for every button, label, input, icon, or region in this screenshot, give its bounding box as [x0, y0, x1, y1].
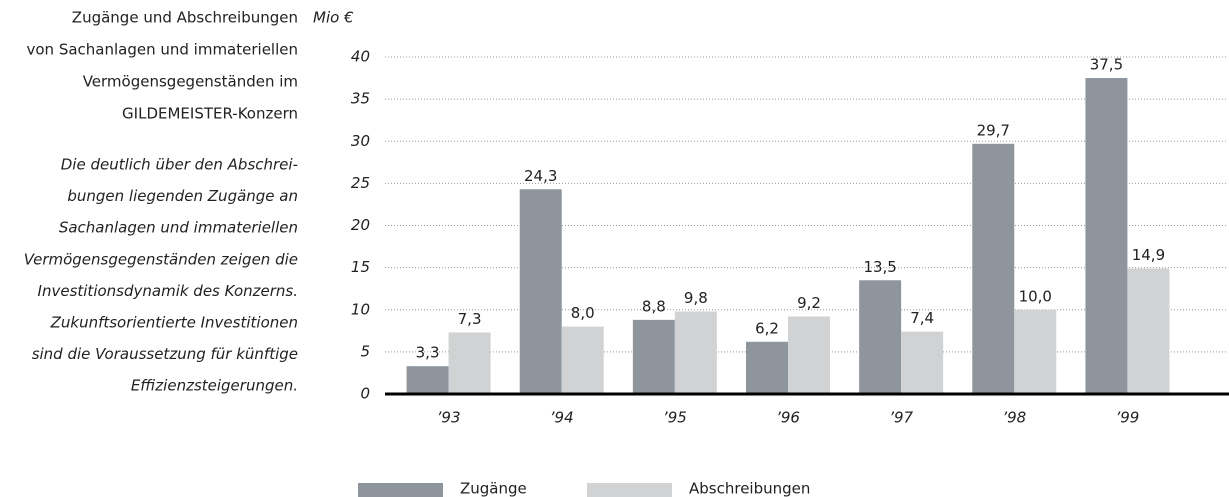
description-line: Effizienzsteigerungen. — [131, 377, 298, 395]
value-label: 9,8 — [684, 289, 708, 307]
y-tick-label: 35 — [351, 90, 370, 108]
value-label: 10,0 — [1019, 287, 1052, 305]
x-tick-label: ’99 — [1115, 409, 1139, 427]
description-line: sind die Voraussetzung für künftige — [32, 345, 298, 363]
x-tick-label: ’98 — [1002, 409, 1026, 427]
y-tick-label: 30 — [351, 132, 370, 150]
value-label: 6,2 — [755, 319, 779, 337]
title-line: Zugänge und Abschreibungen — [72, 9, 298, 27]
bar — [788, 316, 830, 394]
bar — [406, 366, 449, 394]
description-line: Die deutlich über den Abschrei- — [61, 156, 298, 174]
value-label: 8,0 — [571, 304, 595, 322]
value-label: 3,3 — [416, 344, 440, 362]
y-tick-label: 40 — [351, 48, 370, 66]
bar — [746, 341, 788, 394]
x-tick-label: ’96 — [776, 409, 800, 427]
bar — [519, 189, 562, 394]
y-tick-label: 0 — [360, 385, 370, 403]
title-line: von Sachanlagen und immateriellen — [26, 41, 298, 59]
bar — [1127, 268, 1170, 394]
value-label: 7,4 — [910, 309, 934, 327]
y-tick-label: 20 — [351, 216, 370, 234]
description-line: Investitionsdynamik des Konzerns. — [38, 282, 298, 300]
value-label: 24,3 — [524, 167, 557, 185]
bar — [1014, 309, 1057, 394]
y-tick-label: 25 — [351, 174, 370, 192]
bar — [448, 332, 491, 394]
bar — [972, 143, 1015, 394]
value-label: 8,8 — [642, 297, 666, 315]
x-tick-label: ’97 — [889, 409, 913, 427]
description-line: bungen liegenden Zugänge an — [67, 187, 298, 205]
legend-label: Zugänge — [460, 480, 527, 497]
value-label: 14,9 — [1132, 246, 1165, 264]
value-label: 9,2 — [797, 294, 821, 312]
description-line: Vermögensgegenständen zeigen die — [24, 250, 298, 268]
bar — [561, 326, 604, 394]
y-tick-label: 5 — [360, 342, 370, 360]
bar — [674, 311, 717, 394]
legend-swatch — [358, 483, 443, 497]
value-label: 37,5 — [1090, 56, 1123, 74]
legend-label: Abschreibungen — [689, 480, 810, 497]
x-tick-label: ’93 — [437, 409, 461, 427]
legend-swatch — [587, 483, 672, 497]
title-line: GILDEMEISTER-Konzern — [122, 105, 298, 123]
bar — [901, 331, 944, 394]
y-tick-label: 15 — [351, 258, 370, 276]
bar — [632, 319, 675, 394]
description-line: Sachanlagen und immateriellen — [59, 219, 298, 237]
x-tick-label: ’95 — [663, 409, 687, 427]
value-label: 29,7 — [977, 121, 1010, 139]
title-line: Vermögensgegenständen im — [83, 73, 298, 91]
y-tick-label: 10 — [351, 300, 370, 318]
value-label: 7,3 — [458, 310, 482, 328]
bar — [1085, 78, 1128, 394]
bar — [859, 280, 902, 394]
value-label: 13,5 — [863, 258, 896, 276]
description-line: Zukunftsorientierte Investitionen — [50, 314, 298, 332]
x-tick-label: ’94 — [550, 409, 574, 427]
y-axis-label: Mio € — [313, 9, 354, 27]
